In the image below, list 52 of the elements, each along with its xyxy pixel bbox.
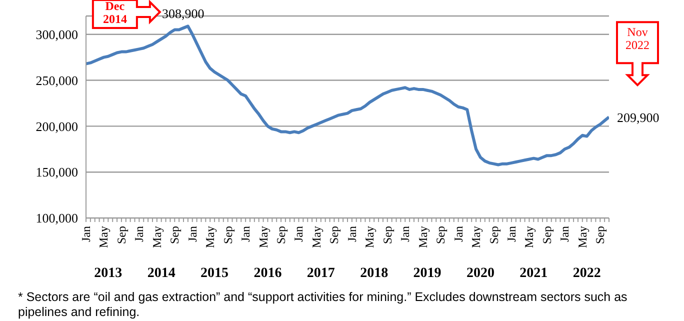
text: 2019: [413, 266, 442, 281]
x-tick-label: Sep: [220, 226, 235, 244]
x-tick-label: May: [522, 226, 536, 248]
text: 2013: [94, 266, 122, 281]
y-tick-label: 300,000: [36, 26, 78, 42]
x-tick-label: Jan: [558, 226, 572, 242]
text: 2014: [147, 266, 176, 281]
x-tick-label: May: [362, 226, 377, 248]
data-label: 308,900: [162, 6, 204, 22]
x-tick-label: Jan: [185, 226, 200, 242]
x-tick-label: Sep: [540, 226, 554, 244]
x-tick-label: Jan: [79, 226, 93, 242]
x-tick-label: Sep: [593, 226, 608, 244]
x-tick-label: May: [575, 226, 590, 248]
line-series: [86, 24, 609, 166]
y-tick-label: 150,000: [36, 164, 78, 180]
x-tick-label: May: [309, 226, 324, 248]
x-tick-label: Jan: [344, 226, 359, 242]
y-tick-label: 250,000: [36, 72, 78, 88]
x-tick-label: Jan: [132, 226, 146, 242]
text: 2017: [306, 266, 335, 281]
text: 2018: [360, 266, 388, 281]
text: 2016: [254, 266, 282, 281]
y-tick-label: 200,000: [36, 118, 78, 134]
x-tick-label: Jan: [398, 226, 412, 242]
x-tick-label: Jan: [292, 226, 306, 242]
x-tick-label: Sep: [114, 226, 128, 244]
x-tick-label: May: [203, 226, 218, 248]
x-tick-label: Sep: [486, 226, 501, 244]
x-tick-label: May: [469, 226, 484, 248]
x-tick-label: May: [416, 226, 430, 248]
callout-arrow: Dec 2014: [92, 0, 162, 29]
text: 2021: [520, 266, 548, 281]
callout-arrow: Nov 2022: [616, 21, 659, 86]
text: 2015: [200, 266, 229, 281]
text: 2022: [572, 266, 601, 281]
x-tick-label: Sep: [168, 226, 182, 244]
x-tick-label: May: [96, 226, 111, 248]
annotation: Dec 2014: [102, 0, 127, 26]
x-tick-label: Sep: [327, 226, 342, 244]
text: 2020: [466, 266, 494, 281]
text: * Sectors are “oil and gas extraction” and “support activities for mining.” Excludes downstream sectors such as pipelines and refining.: [18, 290, 628, 320]
x-tick-label: Sep: [274, 226, 288, 244]
x-tick-label: Sep: [380, 226, 394, 244]
x-tick-label: Jan: [504, 226, 518, 242]
x-tick-label: Jan: [238, 226, 253, 242]
x-tick-label: May: [256, 226, 270, 248]
data-label: 209,900: [617, 110, 660, 126]
x-tick-label: Jan: [451, 226, 466, 242]
x-tick-label: Sep: [434, 226, 448, 244]
x-tick-label: May: [150, 226, 164, 248]
y-tick-label: 100,000: [36, 210, 78, 226]
